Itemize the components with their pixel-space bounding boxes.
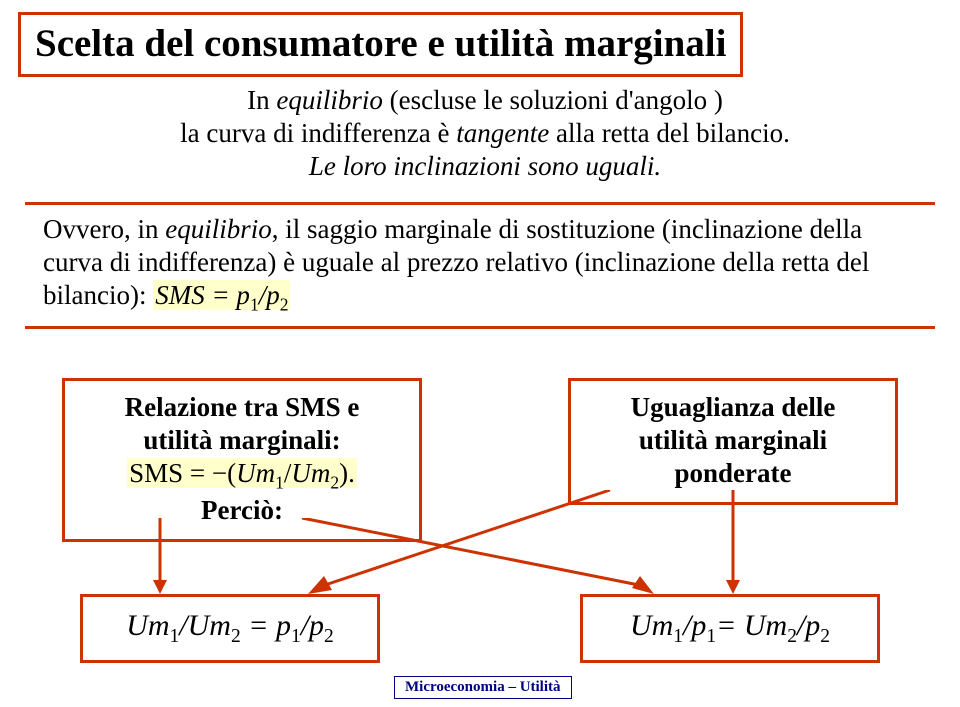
rel-eq-um1: Um: [236, 458, 275, 488]
eql-s3: 1: [291, 626, 301, 647]
mid-eq-s1: 1: [250, 294, 259, 314]
intro-l1c: (escluse le soluzioni d'angolo ): [383, 85, 723, 115]
eql-c: = p: [241, 609, 291, 642]
rel-eq-a: SMS = −(: [129, 458, 236, 488]
arrow-rel-to-eqleft: [145, 518, 175, 594]
eql-d: /p: [301, 609, 324, 642]
eql-s4: 2: [324, 626, 334, 647]
middle-box: Ovvero, in equilibrio, il saggio margina…: [25, 202, 935, 329]
intro-l1a: In: [247, 85, 276, 115]
intro-l2b: tangente: [456, 118, 549, 148]
eqr-s1: 1: [673, 626, 683, 647]
intro-l2c: alla retta del bilancio.: [549, 118, 790, 148]
rel-eq-um2: Um: [291, 458, 330, 488]
ug-l2: utilità marginali: [585, 424, 881, 457]
eql-a: Um: [126, 609, 169, 642]
title-text: Scelta del consumatore e utilità margina…: [35, 22, 726, 65]
arrow-ug-to-eqleft: [300, 490, 630, 608]
eql-b: /Um: [179, 609, 231, 642]
eqr-s2: 1: [706, 626, 716, 647]
intro-l3: Le loro inclinazioni sono uguali.: [309, 151, 661, 181]
mid-t1: Ovvero, in: [43, 214, 165, 244]
eql-s1: 1: [170, 626, 180, 647]
arrow-ug-to-eqright: [718, 490, 748, 594]
eql-s2: 2: [231, 626, 241, 647]
intro-l1b: equilibrio: [276, 85, 383, 115]
title-box: Scelta del consumatore e utilità margina…: [18, 12, 743, 77]
eqr-s3: 2: [787, 626, 797, 647]
intro-paragraph: In equilibrio (escluse le soluzioni d'an…: [90, 84, 880, 183]
mid-eq-b: /p: [259, 280, 280, 310]
ug-l1: Uguaglianza delle: [585, 391, 881, 424]
eqr-a: Um: [630, 609, 673, 642]
footer-label: Microeconomia – Utilità: [394, 676, 572, 699]
rel-eq-s1: 1: [275, 472, 284, 492]
footer-text: Microeconomia – Utilità: [405, 679, 561, 695]
mid-eq-a: SMS = p: [155, 280, 250, 310]
rel-l1: Relazione tra SMS e: [79, 391, 405, 424]
mid-t2: equilibrio: [165, 214, 272, 244]
eqr-d: /p: [797, 609, 820, 642]
ug-l3: ponderate: [585, 457, 881, 490]
eqr-s4: 2: [820, 626, 830, 647]
rel-eq-end: ).: [339, 458, 355, 488]
mid-eq-s2: 2: [280, 294, 289, 314]
intro-l2a: la curva di indifferenza è: [180, 118, 456, 148]
eqr-c: = Um: [716, 609, 787, 642]
rel-l2: utilità marginali:: [79, 424, 405, 457]
equality-box: Uguaglianza delle utilità marginali pond…: [568, 378, 898, 505]
eqr-b: /p: [683, 609, 706, 642]
